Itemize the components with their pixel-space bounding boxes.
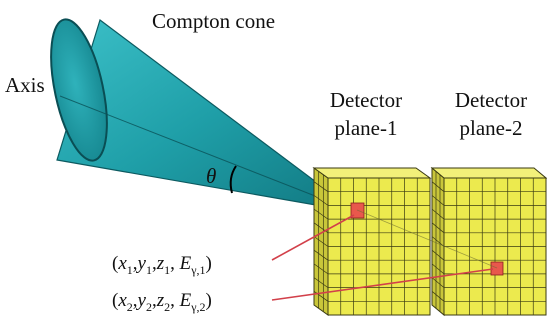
- detector-1-label-line-2: plane-1: [335, 116, 398, 140]
- detector-plane-2-top-face: [430, 167, 547, 179]
- detector-plane-1-side-grid-line: [313, 181, 329, 192]
- detector-plane-1-side-grid-line: [313, 195, 329, 206]
- detector-plane-1-side-grid-line: [313, 291, 329, 302]
- interaction-1-label: (x1,y1,z1, Eγ,1): [112, 253, 212, 277]
- detector-2-label-line-2: plane-2: [460, 116, 523, 140]
- detector-plane-2-side-grid-line: [431, 277, 445, 288]
- leader-line-1: [271, 214, 355, 261]
- detector-plane-1-top-face: [312, 167, 432, 179]
- theta-label: θ: [206, 164, 216, 188]
- cone-base: [50, 18, 108, 162]
- cone-label: Compton cone: [152, 9, 275, 33]
- detector-plane-2-side-grid-line: [431, 291, 445, 302]
- interaction-2-label: (x2,y2,z2, Eγ,2): [112, 290, 212, 314]
- cone-axis-line: [59, 95, 357, 213]
- leader-line-2: [271, 268, 494, 301]
- theta-arc: [229, 165, 237, 194]
- compton-cone: [50, 18, 357, 213]
- detector-plane-2-side-grid-line: [431, 263, 445, 275]
- detector-plane-1: [312, 167, 432, 316]
- detector-plane-1-side-grid-line: [313, 263, 329, 275]
- detector-2-label-line-1: Detector: [455, 88, 527, 112]
- detector-plane-1-side-grid-line: [313, 208, 329, 220]
- detector-plane-1-side-grid-line: [313, 236, 329, 247]
- detector-plane-2-side-grid-line: [431, 195, 445, 206]
- gamma-path-line: [356, 209, 498, 269]
- detector-plane-2-side-grid-line: [431, 249, 445, 261]
- detector-plane-1-side-grid-line: [313, 277, 329, 288]
- detector-plane-2-side-grid-line: [431, 222, 445, 234]
- detector-plane-1-side-grid-line: [313, 249, 329, 261]
- detector-plane-2-side-grid-line: [431, 181, 445, 192]
- axis-label: Axis: [5, 73, 45, 97]
- detector-plane-2-side-grid-line: [431, 208, 445, 220]
- detector-plane-2: [430, 166, 547, 317]
- detector-1-label-line-1: Detector: [330, 88, 402, 112]
